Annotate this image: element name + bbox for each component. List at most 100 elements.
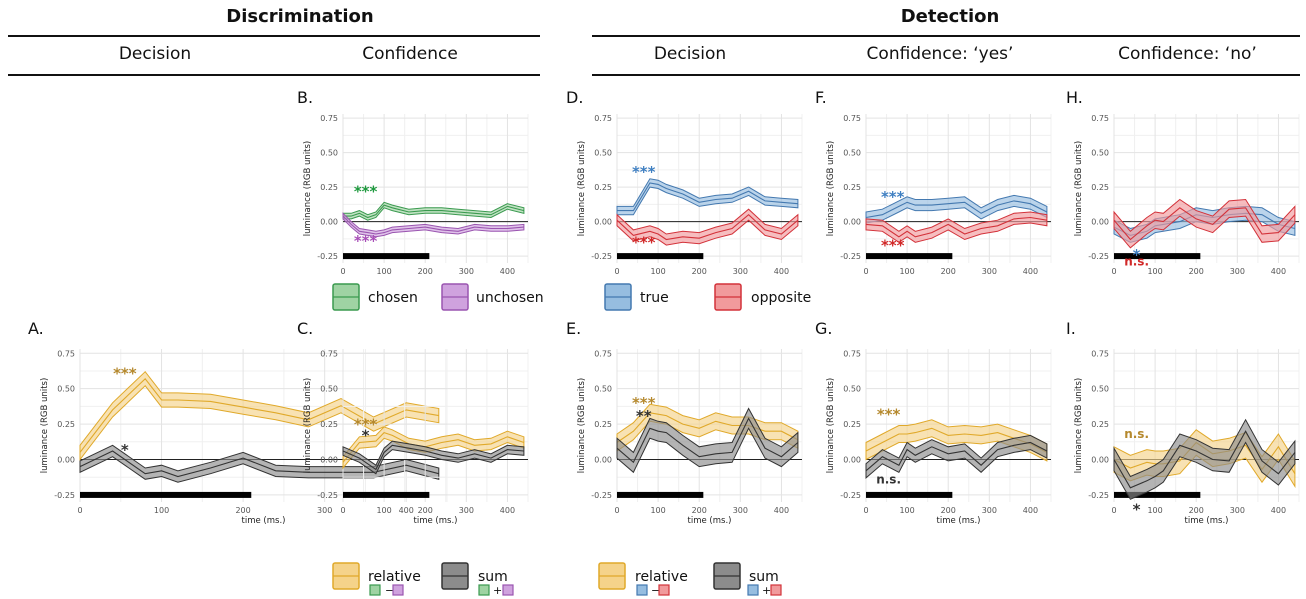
legend-label-sum-detection: sum [749,569,779,585]
significance-annotation: *** [354,232,378,250]
x-tick-label: 100 [650,267,665,276]
x-tick-label: 0 [1111,506,1116,515]
significance-bar [343,491,430,498]
column-header-discrimination-confidence: Confidence [362,44,458,64]
significance-annotation: *** [632,234,656,252]
significance-bar [343,253,430,260]
series-ribbon-red [1113,198,1296,249]
legend-label-true: true [640,290,669,306]
x-tick-label: 0 [77,506,82,515]
y-axis-title: luminance (RGB units) [1074,378,1084,474]
y-tick-label: 0.00 [57,456,75,465]
panel-label: E. [566,319,581,338]
y-tick-label: -0.25 [591,252,612,261]
series-ribbon-blue [616,178,799,216]
y-tick-label: 0.25 [594,420,612,429]
y-tick-label: 0.00 [594,456,612,465]
y-tick-label: 0.00 [594,218,612,227]
y-tick-label: 0.75 [57,349,75,358]
panel-g: -0.25 0.00 0.25 0.50 0.75 0 100 200 300 400 lumina… [815,319,1052,526]
y-tick-label: 0.25 [843,183,861,192]
panel-d: -0.25 0.00 0.25 0.50 0.75 0 100 200 300 400 lumina… [566,88,803,276]
y-tick-label: -0.25 [317,491,338,500]
mini-key-chosen [478,584,490,596]
significance-annotation: * [362,427,370,445]
series-ribbon-gold [79,370,440,461]
x-tick-label: 100 [650,506,665,515]
significance-annotation: n.s. [1124,255,1149,269]
y-tick-label: 0.75 [843,114,861,123]
x-axis-title: time (ms.) [414,516,458,526]
mini-key-opposite [658,584,670,596]
x-tick-label: 0 [863,267,868,276]
y-tick-label: 0.75 [1091,114,1109,123]
y-tick-label: 0.50 [594,149,612,158]
x-axis-title: time (ms.) [1185,516,1229,526]
panel-label: B. [297,88,313,107]
x-tick-label: 100 [1147,506,1162,515]
x-tick-label: 100 [1147,267,1162,276]
panel-label: I. [1066,319,1076,338]
significance-annotation: *** [354,415,378,433]
significance-bar [617,491,704,498]
y-tick-label: -0.25 [1088,252,1109,261]
column-header-confidence-no: Confidence: ‘no’ [1118,44,1257,64]
series-line-gray [342,444,524,471]
y-tick-label: 0.50 [320,385,338,394]
y-axis-title: luminance (RGB units) [1074,141,1084,237]
panel-label: H. [1066,88,1083,107]
significance-bar [1114,253,1201,260]
plus-sign: + [493,584,502,597]
series-line-green [343,204,525,219]
series-line-gray [865,441,1048,472]
y-tick-label: 0.00 [320,218,338,227]
significance-annotation: * [1133,246,1141,264]
x-tick-label: 400 [774,267,789,276]
significance-annotation: ** [636,407,652,425]
y-axis-title: luminance (RGB units) [40,378,50,474]
mini-key-opposite [770,584,782,596]
x-tick-label: 400 [1023,506,1038,515]
y-tick-label: -0.25 [840,491,861,500]
x-tick-label: 200 [418,267,433,276]
y-axis-title: luminance (RGB units) [303,378,313,474]
significance-annotation: * [121,441,129,459]
significance-bar [866,491,953,498]
minus-sign: − [385,584,394,597]
y-tick-label: 0.50 [320,149,338,158]
y-tick-label: 0.00 [1091,218,1109,227]
y-tick-label: 0.50 [594,385,612,394]
y-tick-label: -0.25 [317,252,338,261]
series-line-blue [617,182,798,212]
y-axis-title: luminance (RGB units) [826,378,836,474]
y-tick-label: 0.75 [594,114,612,123]
x-tick-label: 400 [500,267,515,276]
y-tick-label: -0.25 [840,252,861,261]
y-tick-label: -0.25 [54,491,75,500]
significance-bar [80,491,252,498]
legend-label-chosen: chosen [368,290,418,306]
x-tick-label: 200 [1189,267,1204,276]
panel-label: G. [815,319,832,338]
x-tick-label: 200 [418,506,433,515]
panel-label: F. [815,88,827,107]
legend-key-true [604,283,632,311]
y-tick-label: 0.00 [843,218,861,227]
significance-bar [866,253,953,260]
series-line-red [1113,207,1296,241]
y-axis-title: luminance (RGB units) [826,141,836,237]
y-tick-label: 0.25 [57,420,75,429]
panel-label: D. [566,88,583,107]
x-tick-label: 300 [459,267,474,276]
y-tick-label: 0.25 [320,420,338,429]
panel-i: -0.25 0.00 0.25 0.50 0.75 0 100 200 300 400 lumina… [1066,319,1300,526]
x-tick-label: 100 [376,267,391,276]
y-tick-label: 0.25 [320,183,338,192]
x-tick-label: 300 [733,267,748,276]
x-tick-label: 200 [1189,506,1204,515]
series-line-purple [342,215,524,235]
mini-key-unchosen [392,584,404,596]
y-tick-label: 0.00 [320,456,338,465]
x-tick-label: 300 [459,506,474,515]
